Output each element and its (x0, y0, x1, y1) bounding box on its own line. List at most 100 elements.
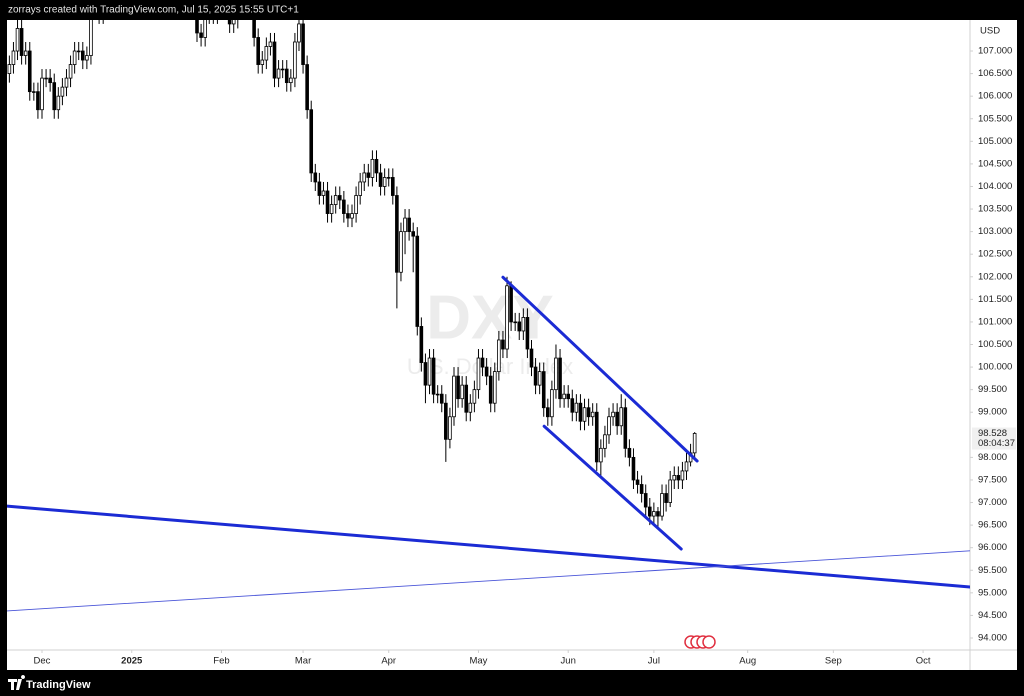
candle-body (537, 371, 542, 386)
candle-body (19, 28, 24, 56)
candle-body (533, 366, 538, 386)
chart-panel (7, 20, 1017, 670)
x-tick-label: Mar (295, 656, 311, 667)
x-tick-label: Oct (916, 656, 931, 667)
trend-line (542, 424, 683, 551)
candle-body (227, 20, 232, 25)
y-tick-label: 101.500 (978, 294, 1012, 305)
candle-body (492, 371, 497, 404)
y-tick-label: 95.000 (978, 587, 1007, 598)
candle-body (652, 511, 656, 517)
y-tick-label: 97.000 (978, 497, 1007, 508)
candle-body (68, 64, 73, 79)
y-tick-label: 94.500 (978, 610, 1007, 621)
y-tick-label: 94.000 (978, 633, 1007, 644)
candle-body (603, 434, 607, 449)
candle-body (476, 357, 481, 391)
candle-body (468, 402, 473, 413)
candle-body (395, 195, 399, 273)
candle-body (80, 50, 85, 61)
y-tick-label: 99.500 (978, 384, 1007, 395)
candle-body (472, 389, 477, 404)
candle-body (505, 285, 509, 350)
candle-body (672, 475, 677, 481)
candle-body (11, 50, 16, 65)
candle-body (76, 50, 81, 53)
candle-body (558, 357, 562, 400)
trend-line (7, 504, 970, 589)
candle-body (60, 86, 65, 97)
y-tick-label: 96.500 (978, 520, 1007, 531)
candle-body (631, 456, 636, 481)
candle-body (203, 20, 207, 38)
candle-body (611, 411, 615, 418)
candle-body (411, 231, 415, 237)
candle-body (301, 23, 305, 65)
candle-body (370, 158, 375, 178)
candle-body (27, 50, 32, 93)
candle-body (692, 433, 697, 454)
candle-body (260, 59, 265, 65)
candle-body (284, 68, 289, 84)
candle-body (513, 321, 517, 324)
candle-body (656, 511, 660, 517)
y-tick-label: 105.000 (978, 136, 1012, 147)
y-tick-label: 103.500 (978, 204, 1012, 215)
brand-name: TradingView (26, 679, 91, 691)
x-tick-label: Jun (561, 656, 576, 667)
x-tick-label: Dec (34, 656, 51, 667)
candle-body (313, 172, 318, 183)
candle-body (480, 357, 485, 368)
candle-body (280, 68, 285, 71)
candle-body (399, 231, 403, 273)
candle-body (366, 172, 371, 178)
candle-body (297, 23, 301, 43)
candle-body (578, 402, 583, 422)
candle-body (582, 407, 587, 422)
candle-body (615, 411, 619, 427)
candle-body (44, 77, 48, 80)
candle-body (488, 375, 493, 404)
candle-body (680, 470, 685, 481)
candle-body (566, 393, 571, 400)
candle-body (415, 235, 420, 327)
x-tick-label: Feb (213, 656, 229, 667)
candle-body (497, 339, 501, 372)
y-tick-label: 98.000 (978, 452, 1007, 463)
candle-body (293, 41, 297, 79)
countdown-label: 08:04:37 (978, 438, 1015, 449)
candle-body (268, 41, 273, 47)
candle-body (64, 77, 69, 88)
candle-body (199, 32, 203, 38)
candle-body (342, 199, 346, 214)
candle-body (627, 447, 632, 458)
candle-body (231, 20, 236, 25)
candle-body (647, 506, 652, 517)
candle-body (456, 375, 460, 400)
candle-body (89, 20, 93, 56)
event-icon[interactable] (702, 635, 716, 649)
candle-body (52, 82, 57, 111)
x-tick-label: Sep (825, 656, 842, 667)
x-tick-label: 2025 (121, 656, 143, 667)
candle-body (452, 375, 456, 418)
candle-body (325, 190, 330, 214)
candle-body (362, 172, 367, 183)
candle-body (354, 195, 358, 214)
candle-body (554, 357, 558, 391)
y-tick-label: 102.000 (978, 271, 1012, 282)
y-tick-label: 104.500 (978, 158, 1012, 169)
candle-body (333, 195, 338, 205)
header-text: zorrays created with TradingView.com, Ju… (8, 5, 299, 16)
footer: TradingView (8, 675, 91, 691)
candle-body (276, 68, 281, 79)
y-tick-label: 97.500 (978, 474, 1007, 485)
candle-body (386, 177, 391, 179)
x-tick-label: Jul (648, 656, 660, 667)
candle-body (448, 416, 452, 440)
candle-body (427, 357, 432, 386)
candle-body (85, 55, 89, 61)
